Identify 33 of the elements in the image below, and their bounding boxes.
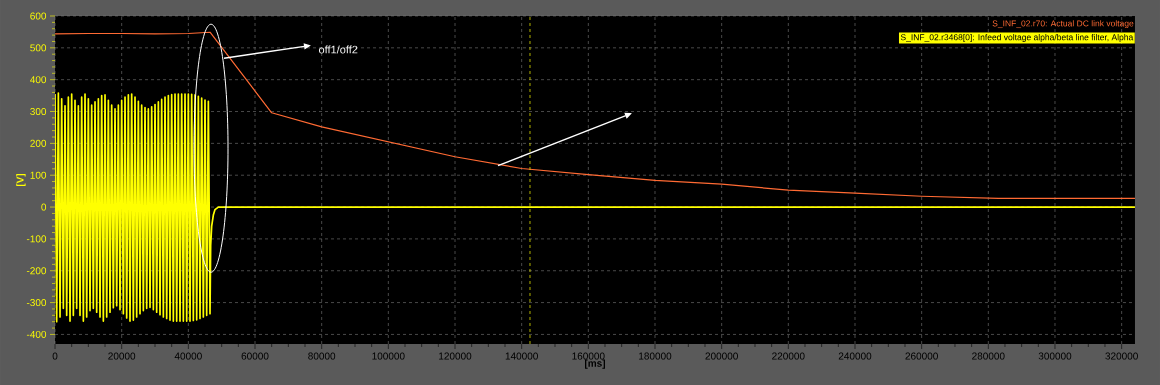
- x-tick-label: 180000: [639, 352, 672, 360]
- y-tick-label: 0: [41, 203, 47, 211]
- x-tick-label: 220000: [772, 352, 805, 360]
- x-tick-label: 40000: [174, 352, 202, 360]
- x-tick-label: 200000: [705, 352, 738, 360]
- annotation: off1/off2: [319, 45, 358, 54]
- y-tick-label: 400: [30, 76, 47, 84]
- x-tick-label: 20000: [108, 352, 136, 360]
- x-tick-label: 120000: [439, 352, 472, 360]
- x-tick-label: 260000: [905, 352, 938, 360]
- y-tick-label: 300: [30, 107, 47, 116]
- x-tick-label: 140000: [505, 352, 538, 360]
- y-tick-label: -200: [26, 267, 47, 275]
- x-axis-title: [ms]: [585, 359, 605, 369]
- x-tick-label: 100000: [372, 352, 405, 360]
- text: S_INF_02.r3468[0]: Infeed voltage alpha/beta line filter, Alpha: [900, 34, 1134, 42]
- y-tick-label: -400: [26, 330, 47, 338]
- text: S_INF_02.r70: Actual DC link voltage: [992, 20, 1134, 29]
- x-tick-label: 320000: [1105, 352, 1138, 360]
- y-tick-label: 500: [30, 44, 47, 52]
- x-tick-label: 60000: [241, 352, 269, 360]
- x-tick-label: 280000: [972, 352, 1005, 360]
- x-tick-label: 240000: [838, 352, 872, 360]
- x-tick-label: 300000: [1038, 352, 1072, 360]
- y-tick-label: -300: [26, 299, 47, 307]
- y-axis-title: [V]: [16, 173, 26, 187]
- x-tick-label: 0: [52, 352, 58, 360]
- y-tick-label: 200: [30, 139, 47, 147]
- y-tick-label: 100: [30, 171, 47, 179]
- y-tick-label: -100: [26, 235, 47, 243]
- x-tick-label: 160000: [572, 352, 605, 360]
- y-tick-label: 600: [30, 12, 47, 20]
- x-tick-label: 80000: [308, 352, 336, 360]
